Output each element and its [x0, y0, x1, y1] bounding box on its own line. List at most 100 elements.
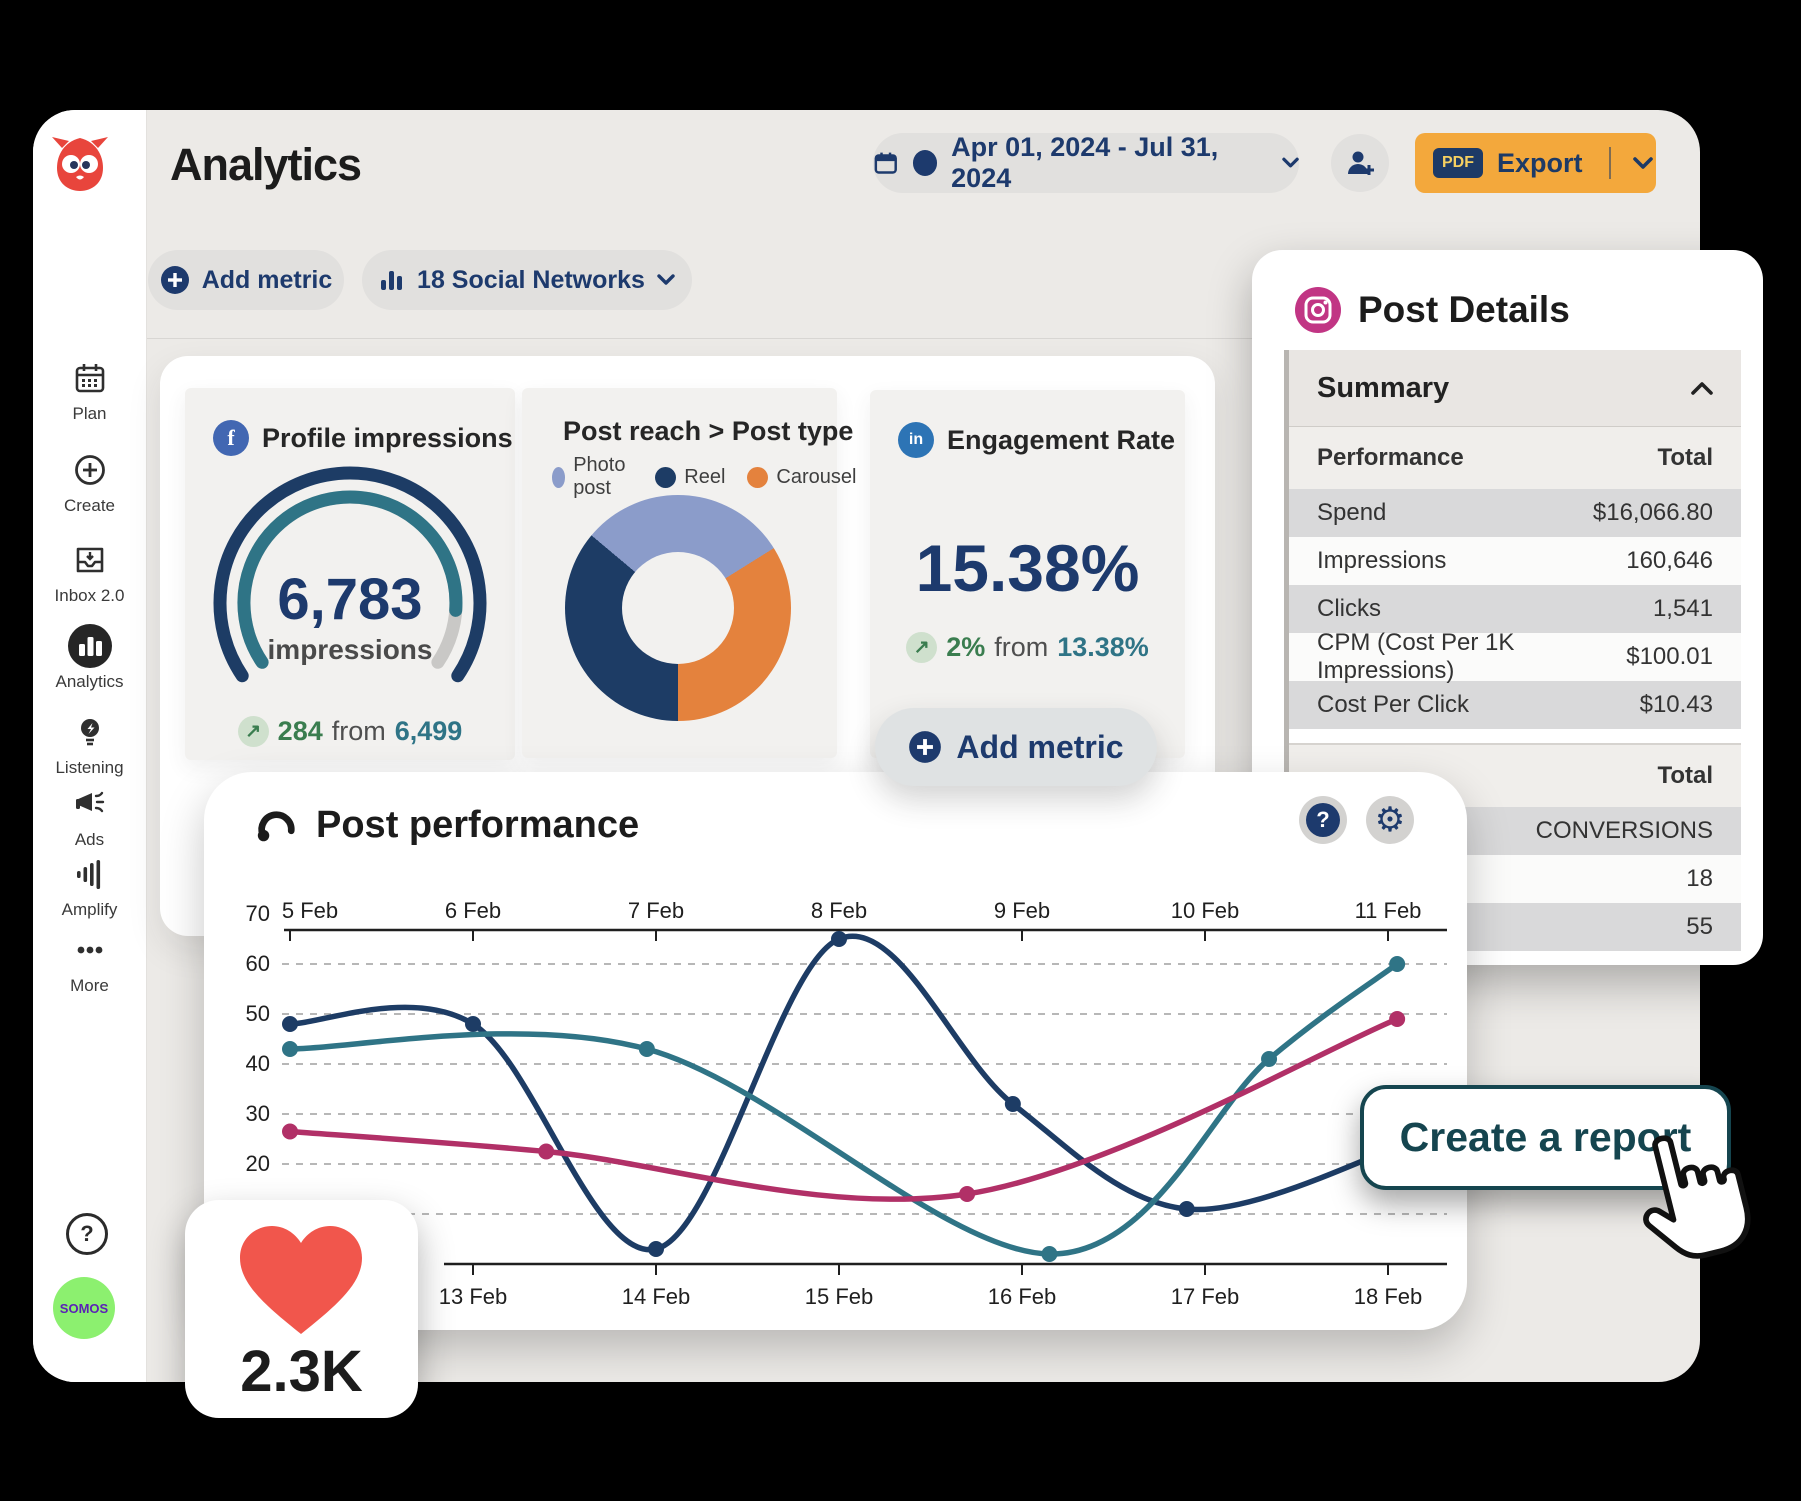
summary-header[interactable]: Summary — [1289, 350, 1741, 427]
help-button[interactable]: ? — [1299, 796, 1347, 844]
sidebar-item-create[interactable]: Create — [33, 448, 146, 516]
page-title: Analytics — [170, 139, 362, 190]
ellipsis-icon — [33, 928, 146, 972]
series-teal-point[interactable] — [282, 1041, 298, 1057]
gauge-icon — [257, 810, 295, 841]
sidebar-item-label: Inbox 2.0 — [54, 586, 125, 605]
delta-previous: 13.38% — [1057, 632, 1149, 662]
somos-badge[interactable]: SOMOS — [53, 1277, 115, 1339]
inbox-icon — [33, 538, 146, 582]
table-row[interactable]: Cost Per Click $10.43 — [1289, 681, 1741, 729]
sidebar-item-label: More — [70, 976, 109, 995]
chevron-down-icon[interactable] — [1632, 156, 1653, 170]
series-magenta-point[interactable] — [282, 1123, 298, 1140]
series-magenta-point[interactable] — [1389, 1011, 1406, 1027]
row-value: 160,646 — [1626, 547, 1713, 574]
series-navy-point[interactable] — [465, 1016, 481, 1032]
donut-hole — [622, 552, 734, 664]
top-axis-label: 10 Feb — [1171, 898, 1240, 923]
row-value: $10.43 — [1639, 691, 1713, 718]
export-button[interactable]: PDF Export — [1415, 133, 1656, 193]
post-reach-card[interactable]: Post reach > Post type Photo post Reel Car… — [522, 388, 856, 758]
donut-legend: Photo post Reel Carousel — [552, 454, 856, 500]
engagement-rate-card[interactable]: in Engagement Rate 15.38% ↗ 2% from 13.3… — [870, 390, 1185, 758]
add-metric-button[interactable]: Add metric — [148, 250, 344, 310]
social-networks-dropdown[interactable]: 18 Social Networks — [362, 250, 692, 310]
add-user-button[interactable] — [1331, 134, 1389, 192]
card-title: Profile impressions — [262, 422, 513, 453]
delta-value: 284 — [277, 716, 323, 746]
row-value: CONVERSIONS — [1535, 817, 1713, 844]
sidebar-item-label: Amplify — [61, 900, 118, 919]
sidebar-item-amplify[interactable]: Amplify — [33, 852, 146, 920]
header-divider — [146, 338, 1700, 339]
trend-up-icon: ↗ — [906, 632, 938, 663]
series-navy-point[interactable] — [1178, 1201, 1195, 1217]
legend-label: Photo post — [573, 454, 626, 499]
row-label: Impressions — [1317, 547, 1447, 574]
settings-button[interactable]: ⚙ — [1366, 796, 1414, 844]
hand-cursor-icon — [1643, 1135, 1751, 1259]
bar-chart-icon — [33, 624, 146, 668]
summary-section: Summary Performance Total Spend $16,066.8… — [1284, 350, 1741, 951]
legend-dot — [747, 466, 769, 488]
add-metric-label: Add metric — [201, 265, 333, 294]
post-performance-panel: Post performance ? ⚙ 70 60 50 40 30 20 5 Feb 6 … — [204, 772, 1467, 1330]
delta-previous: 6,499 — [394, 716, 463, 746]
sidebar-item-ads[interactable]: Ads — [33, 782, 146, 850]
profile-impressions-card[interactable]: f Profile impressions 6,783 impressions … — [185, 388, 545, 760]
sidebar-item-label: Create — [63, 496, 116, 515]
performance-label: Performance — [1317, 444, 1464, 471]
plus-circle-icon — [909, 731, 942, 763]
table-row[interactable]: Spend $16,066.80 — [1289, 489, 1741, 537]
impressions-value: 6,783 — [277, 567, 423, 632]
sidebar-item-inbox-2-0[interactable]: Inbox 2.0 — [33, 538, 146, 606]
delta-from-word: from — [331, 716, 386, 746]
series-teal-point[interactable] — [1261, 1051, 1278, 1067]
series-navy-point[interactable] — [648, 1241, 664, 1257]
linkedin-icon: in — [898, 422, 934, 458]
date-range-label: Apr 01, 2024 - Jul 31, 2024 — [951, 132, 1219, 193]
row-value: 1,541 — [1652, 595, 1713, 622]
series-magenta-point[interactable] — [959, 1186, 976, 1202]
person-add-icon — [1348, 151, 1374, 175]
series-teal-point[interactable] — [1389, 956, 1406, 972]
table-row[interactable]: Impressions 160,646 — [1289, 537, 1741, 585]
impressions-delta: ↗ 284 from 6,499 — [185, 716, 515, 747]
instagram-icon — [1295, 287, 1341, 333]
add-metric-floating-button[interactable]: Add metric — [875, 708, 1157, 786]
engagement-delta: ↗ 2% from 13.38% — [870, 632, 1185, 663]
line-chart: 70 60 50 40 30 20 5 Feb 6 Feb 7 Feb 8 Feb 9 Feb 10 … — [246, 898, 1447, 1309]
series-navy-point[interactable] — [831, 931, 847, 947]
sidebar-item-analytics[interactable]: Analytics — [33, 624, 146, 692]
create-report-label: Create a report — [1399, 1114, 1692, 1160]
bottom-axis-label: 14 Feb — [622, 1284, 691, 1309]
chart-title: Post performance — [316, 804, 640, 846]
amplify-icon — [33, 852, 146, 896]
bottom-axis-label: 13 Feb — [439, 1284, 508, 1309]
sidebar-item-listening[interactable]: Listening — [33, 710, 146, 778]
series-teal-line — [287, 961, 1400, 1257]
series-teal-point[interactable] — [1041, 1246, 1058, 1262]
sidebar-item-plan[interactable]: Plan — [33, 356, 146, 424]
table-row[interactable]: CPM (Cost Per 1K Impressions) $100.01 — [1289, 629, 1741, 684]
sidebar-item-label: Analytics — [55, 672, 124, 691]
export-divider — [1608, 147, 1611, 179]
sidebar-item-more[interactable]: More — [33, 928, 146, 996]
megaphone-icon — [33, 782, 146, 826]
series-magenta-point[interactable] — [538, 1143, 555, 1160]
series-navy-point[interactable] — [1004, 1096, 1021, 1112]
engagement-value: 15.38% — [915, 531, 1140, 605]
help-icon[interactable]: ? — [66, 1213, 108, 1255]
hootsuite-owl-logo — [52, 137, 108, 191]
date-range-picker[interactable]: Apr 01, 2024 - Jul 31, 2024 — [873, 132, 1299, 193]
series-navy-point[interactable] — [282, 1016, 298, 1032]
section-divider — [1289, 729, 1741, 745]
trend-up-icon: ↗ — [237, 716, 269, 747]
series-teal-point[interactable] — [638, 1041, 655, 1057]
y-axis-tick-label: 40 — [246, 1051, 270, 1076]
table-row[interactable]: Clicks 1,541 — [1289, 585, 1741, 633]
series-magenta-line — [287, 1016, 1400, 1202]
impressions-unit: impressions — [267, 634, 433, 665]
legend-item-reel: Reel — [655, 466, 725, 489]
